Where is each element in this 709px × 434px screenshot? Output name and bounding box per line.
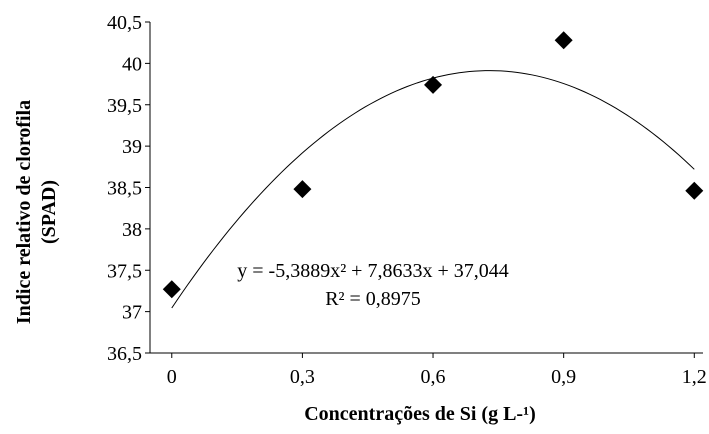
y-tick-label: 39 [122, 136, 142, 158]
y-tick-label: 40 [122, 53, 142, 75]
x-tick-label: 0,6 [421, 366, 446, 388]
x-tick-label: 1,2 [682, 366, 707, 388]
x-axis-title: Concentrações de Si (g L-¹) [304, 403, 536, 425]
y-tick-label: 37,5 [107, 260, 142, 282]
x-tick-label: 0 [167, 366, 177, 388]
point [554, 31, 573, 50]
y-tick-label: 40,5 [107, 12, 142, 34]
point [293, 180, 312, 199]
x-tick-label: 0,3 [290, 366, 315, 388]
y-tick-label: 37 [122, 302, 142, 324]
y-tick-label: 38 [122, 219, 142, 241]
y-tick-label: 36,5 [107, 343, 142, 365]
point [162, 280, 181, 299]
x-tick-label: 0,9 [551, 366, 576, 388]
point [685, 181, 704, 200]
y-tick-label: 39,5 [107, 95, 142, 117]
trend-equation: y = -5,3889x² + 7,8633x + 37,044 [237, 260, 509, 282]
y-tick-label: 38,5 [107, 178, 142, 200]
trend-r2: R² = 0,8975 [325, 288, 421, 310]
y-axis-title: Indice relativo de clorofila [13, 100, 35, 324]
y-axis-title: (SPAD) [38, 180, 60, 244]
point [424, 75, 443, 94]
